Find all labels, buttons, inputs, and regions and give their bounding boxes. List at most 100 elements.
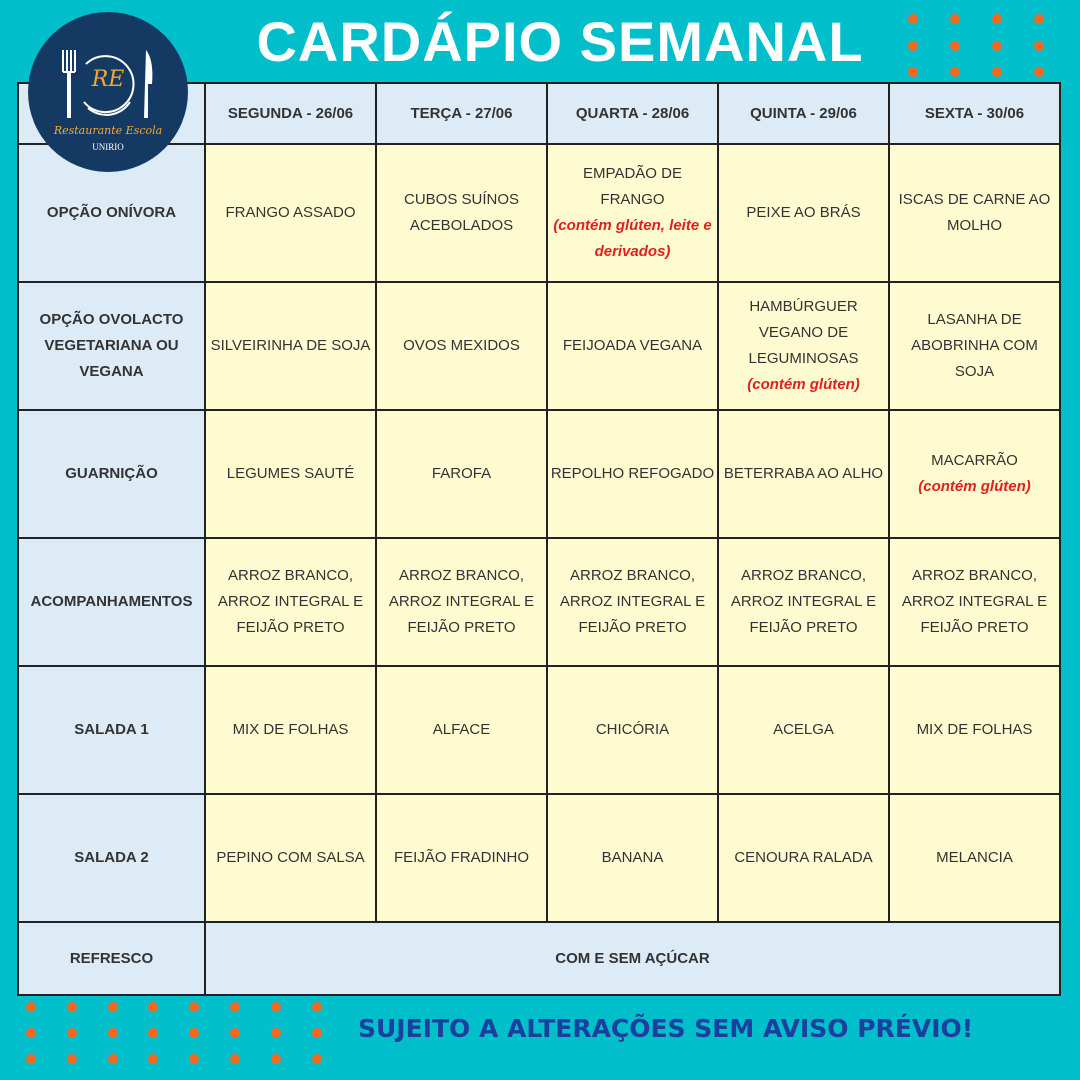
dot	[66, 1028, 77, 1038]
dot	[230, 1002, 240, 1012]
dish-name: SILVEIRINHA DE SOJA	[210, 337, 371, 354]
dish-name: CENOURA RALADA	[734, 849, 873, 866]
dish-name: ARROZ BRANCO, ARROZ INTEGRAL E FEIJÃO PR…	[730, 567, 877, 636]
menu-cell: ALFACE	[375, 665, 548, 795]
row-label: REFRESCO	[17, 921, 206, 996]
dish-name: REPOLHO REFOGADO	[550, 465, 715, 482]
dot	[992, 14, 1002, 24]
dot	[311, 1028, 322, 1038]
dot	[1034, 40, 1044, 51]
logo-org: UNIRIO	[92, 142, 124, 152]
dot	[1034, 14, 1044, 24]
logo-name: Restaurante Escola	[53, 124, 163, 137]
menu-cell: CHICÓRIA	[546, 665, 719, 795]
dish-name: BETERRABA AO ALHO	[723, 465, 884, 482]
refresco-value: COM E SEM AÇÚCAR	[204, 921, 1061, 996]
day-header: QUINTA - 29/06	[717, 82, 890, 145]
allergen-note: (contém glúten, leite e derivados)	[553, 217, 712, 260]
dot	[189, 1028, 200, 1038]
dish-name: ACELGA	[773, 721, 834, 738]
dot	[66, 1002, 77, 1012]
dish-name: ARROZ BRANCO, ARROZ INTEGRAL E FEIJÃO PR…	[559, 567, 706, 636]
menu-cell: EMPADÃO DE FRANGO (contém glúten, leite e…	[546, 143, 719, 283]
day-header: TERÇA - 27/06	[375, 82, 548, 145]
logo-initials: RE	[91, 67, 125, 92]
dish-name: MIX DE FOLHAS	[232, 721, 349, 738]
dish-name: LEGUMES SAUTÉ	[226, 465, 355, 482]
row-label: GUARNIÇÃO	[17, 409, 206, 539]
menu-cell: FEIJÃO FRADINHO	[375, 793, 548, 923]
dot	[908, 14, 918, 24]
menu-cell: ACELGA	[717, 665, 890, 795]
dot	[1034, 67, 1044, 77]
dot	[148, 1054, 159, 1064]
dish-name: PEIXE AO BRÁS	[746, 204, 861, 221]
dot	[107, 1054, 118, 1064]
dish-name: FEIJÃO FRADINHO	[393, 849, 529, 866]
menu-cell: MELANCIA	[888, 793, 1061, 923]
row-label: ACOMPANHAMENTOS	[17, 537, 206, 667]
menu-cell: CENOURA RALADA	[717, 793, 890, 923]
dot	[950, 40, 960, 51]
menu-cell: BANANA	[546, 793, 719, 923]
dish-name: OVOS MEXIDOS	[403, 337, 520, 354]
menu-cell: ARROZ BRANCO, ARROZ INTEGRAL E FEIJÃO PR…	[888, 537, 1061, 667]
menu-cell: MACARRÃO (contém glúten)	[888, 409, 1061, 539]
dish-name: EMPADÃO DE FRANGO	[583, 165, 682, 208]
allergen-note: (contém glúten)	[918, 478, 1031, 495]
dot	[270, 1028, 281, 1038]
dot	[66, 1054, 77, 1064]
menu-cell: LASANHA DE ABOBRINHA COM SOJA	[888, 281, 1061, 411]
menu-row: SALADA 2 PEPINO COM SALSA FEIJÃO FRADINHO B…	[17, 793, 1061, 923]
dot	[270, 1054, 281, 1064]
dot	[992, 40, 1002, 51]
dot	[189, 1002, 200, 1012]
dot	[107, 1002, 118, 1012]
dot	[107, 1028, 118, 1038]
dish-name: FAROFA	[431, 465, 492, 482]
dot	[148, 1002, 159, 1012]
dish-name: ALFACE	[432, 721, 491, 738]
dish-name: LASANHA DE ABOBRINHA COM SOJA	[911, 311, 1038, 380]
day-header: QUARTA - 28/06	[546, 82, 719, 145]
menu-cell: HAMBÚRGUER VEGANO DE LEGUMINOSAS (contém …	[717, 281, 890, 411]
dot	[189, 1054, 200, 1064]
dish-name: ARROZ BRANCO, ARROZ INTEGRAL E FEIJÃO PR…	[388, 567, 535, 636]
row-label: OPÇÃO OVOLACTO VEGETARIANA OU VEGANA	[17, 281, 206, 411]
dish-name: HAMBÚRGUER VEGANO DE LEGUMINOSAS	[748, 298, 859, 367]
menu-cell: FAROFA	[375, 409, 548, 539]
menu-row: GUARNIÇÃO LEGUMES SAUTÉ FAROFA REPOLHO REFO…	[17, 409, 1061, 539]
menu-cell: ARROZ BRANCO, ARROZ INTEGRAL E FEIJÃO PR…	[375, 537, 548, 667]
dish-name: FRANGO ASSADO	[225, 204, 356, 221]
menu-row: SALADA 1 MIX DE FOLHAS ALFACE CHICÓRIA ACELG…	[17, 665, 1061, 795]
dish-name: FEIJOADA VEGANA	[562, 337, 703, 354]
dot	[26, 1002, 36, 1012]
dot	[270, 1002, 281, 1012]
menu-cell: SILVEIRINHA DE SOJA	[204, 281, 377, 411]
row-label: OPÇÃO ONÍVORA	[17, 143, 206, 283]
dish-name: MACARRÃO	[931, 452, 1018, 469]
menu-cell: ARROZ BRANCO, ARROZ INTEGRAL E FEIJÃO PR…	[546, 537, 719, 667]
refresco-row: REFRESCO COM E SEM AÇÚCAR	[17, 921, 1061, 996]
dot	[26, 1028, 36, 1038]
dot	[950, 67, 960, 77]
menu-cell: BETERRABA AO ALHO	[717, 409, 890, 539]
menu-row: OPÇÃO OVOLACTO VEGETARIANA OU VEGANA SILV…	[17, 281, 1061, 411]
menu-cell: CUBOS SUÍNOS ACEBOLADOS	[375, 143, 548, 283]
menu-cell: PEPINO COM SALSA	[204, 793, 377, 923]
dish-name: MIX DE FOLHAS	[916, 721, 1033, 738]
page-title: CARDÁPIO SEMANAL	[256, 10, 864, 73]
dish-name: PEPINO COM SALSA	[216, 849, 365, 866]
plate-cutlery-icon	[62, 50, 153, 118]
dish-name: CUBOS SUÍNOS ACEBOLADOS	[403, 191, 520, 234]
menu-cell: ISCAS DE CARNE AO MOLHO	[888, 143, 1061, 283]
menu-row: OPÇÃO ONÍVORA FRANGO ASSADO CUBOS SUÍNOS A…	[17, 143, 1061, 283]
restaurant-logo: RE Restaurante Escola UNIRIO	[28, 12, 188, 172]
menu-cell: OVOS MEXIDOS	[375, 281, 548, 411]
menu-cell: LEGUMES SAUTÉ	[204, 409, 377, 539]
menu-cell: ARROZ BRANCO, ARROZ INTEGRAL E FEIJÃO PR…	[717, 537, 890, 667]
day-header: SEXTA - 30/06	[888, 82, 1061, 145]
dish-name: ARROZ BRANCO, ARROZ INTEGRAL E FEIJÃO PR…	[217, 567, 364, 636]
menu-cell: FEIJOADA VEGANA	[546, 281, 719, 411]
dot	[311, 1054, 322, 1064]
